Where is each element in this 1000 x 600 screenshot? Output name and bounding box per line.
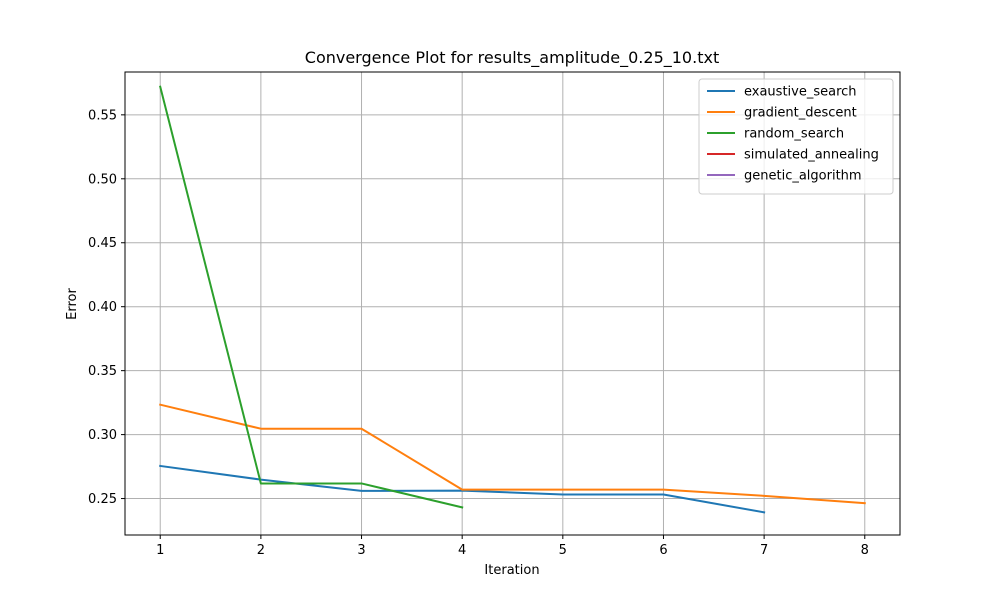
x-tick-label: 4 xyxy=(458,543,466,558)
series-line-random-search xyxy=(159,85,464,509)
series-lines xyxy=(159,85,866,514)
x-tick-label: 5 xyxy=(559,543,567,558)
y-axis-label: Error xyxy=(65,288,80,320)
legend-label: exaustive_search xyxy=(744,85,857,100)
legend: exaustive_search gradient_descent random_s… xyxy=(698,78,894,195)
legend-box xyxy=(698,78,894,195)
y-tick-label: 0.30 xyxy=(88,428,117,443)
x-tick-label: 1 xyxy=(156,543,164,558)
legend-label: simulated_annealing xyxy=(744,148,879,163)
axis-ticks: 1 2 3 4 5 6 7 8 0.25 0.30 0.35 0.40 0.45 0.50 0.55 xyxy=(88,108,869,558)
legend-label: random_search xyxy=(744,127,844,142)
chart-title: Convergence Plot for results_amplitude_0… xyxy=(305,48,719,68)
x-axis-label: Iteration xyxy=(484,563,539,578)
y-tick-label: 0.35 xyxy=(88,364,117,379)
legend-label: gradient_descent xyxy=(744,106,857,121)
series-line-gradient-descent xyxy=(159,403,866,505)
x-tick-label: 3 xyxy=(357,543,365,558)
x-tick-label: 8 xyxy=(861,543,869,558)
y-tick-label: 0.40 xyxy=(88,300,117,315)
y-tick-label: 0.45 xyxy=(88,236,117,251)
x-tick-label: 6 xyxy=(659,543,667,558)
y-tick-label: 0.55 xyxy=(88,108,117,123)
x-tick-label: 2 xyxy=(257,543,265,558)
y-tick-label: 0.25 xyxy=(88,492,117,507)
plot-area-frame xyxy=(124,71,901,536)
legend-label: genetic_algorithm xyxy=(744,169,862,184)
x-tick-label: 7 xyxy=(760,543,768,558)
y-tick-label: 0.50 xyxy=(88,172,117,187)
